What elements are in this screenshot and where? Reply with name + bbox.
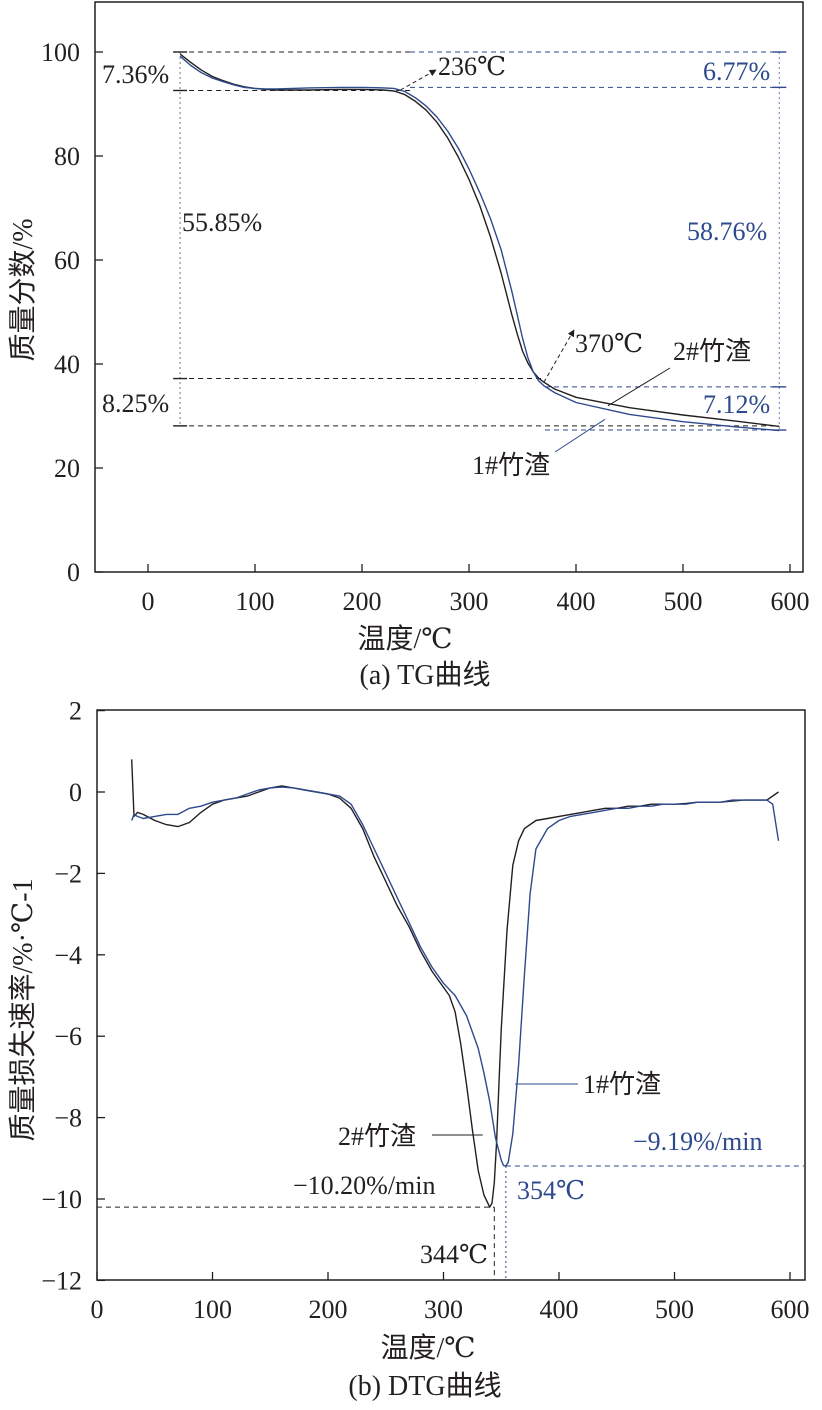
tg-guide-lines [173,51,788,453]
tg-y-tick-label: 0 [67,558,80,587]
dtg-x-tick-label: 400 [540,1295,579,1324]
dtg-y-tick-label: −10 [41,1185,82,1214]
tg-first-loss-blue: 6.77% [703,57,770,86]
tg-label-leader-blue [554,418,606,453]
tg-panel: 0 100 200 300 400 500 600 0 20 40 60 80 100 温度/℃ 质量分… [7,1,810,691]
tg-end-arrow [543,329,575,383]
tg-label-blue-series: 1#竹渣 [472,451,550,480]
dtg-peak-black-temp: 344℃ [420,1240,488,1269]
tg-residual-loss-blue: 7.12% [703,390,770,419]
dtg-plot-frame [96,709,806,1281]
dtg-peak-blue-rate: −9.19%/min [633,1127,763,1156]
tg-main-loss-blue: 58.76% [687,217,767,246]
dtg-y-tick-label: −12 [41,1266,82,1295]
dtg-peak-black-rate: −10.20%/min [293,1171,436,1200]
tg-y-tick-label: 60 [54,246,80,275]
tg-first-loss-black: 7.36% [102,60,169,89]
dtg-series [131,759,780,1208]
dtg-ticks: 0 100 200 300 400 500 600 2 0 −2 −4 −6 −8 −10 −12 [41,697,809,1324]
dtg-y-tick-label: 2 [69,697,82,726]
tg-y-tick-label: 20 [54,454,80,483]
dtg-guide-lines [97,1083,805,1280]
tg-onset-temp-label: 236℃ [438,52,506,81]
tg-y-tick-label: 100 [41,38,80,67]
dtg-y-tick-label: 0 [69,778,82,807]
tg-main-loss-black: 55.85% [182,208,262,237]
tg-y-axis-label: 质量分数/% [7,218,39,361]
tg-x-tick-label: 100 [236,587,275,616]
tg-x-tick-label: 300 [450,587,489,616]
tg-x-tick-label: 600 [771,587,810,616]
tg-x-tick-label: 200 [343,587,382,616]
dtg-y-tick-label: −8 [54,1104,82,1133]
dtg-series-line-blue [131,786,780,1167]
tg-x-tick-label: 400 [557,587,596,616]
dtg-x-tick-label: 300 [424,1295,463,1324]
dtg-y-tick-label: −4 [54,941,82,970]
tg-y-tick-label: 80 [54,142,80,171]
tg-ticks: 0 100 200 300 400 500 600 0 20 40 60 80 100 [41,38,810,616]
dtg-y-axis-label: 质量损失速率/%·℃-1 [7,878,39,1141]
tg-residual-loss-black: 8.25% [102,389,169,418]
tg-end-temp-label: 370℃ [575,329,643,358]
dtg-x-tick-label: 100 [193,1295,232,1324]
dtg-x-tick-label: 200 [309,1295,348,1324]
dtg-y-tick-label: −2 [54,859,82,888]
dtg-peak-blue-temp: 354℃ [517,1176,585,1205]
dtg-x-tick-label: 600 [771,1295,810,1324]
tg-series-line-blue [179,55,780,432]
dtg-label-blue-series: 1#竹渣 [583,1070,661,1099]
tg-x-axis-label: 温度/℃ [357,623,452,655]
dtg-label-black-series: 2#竹渣 [338,1122,416,1151]
tg-y-tick-label: 40 [54,350,80,379]
tg-series [179,53,780,432]
dtg-x-tick-label: 500 [655,1295,694,1324]
tg-label-leader-black [607,367,671,407]
dtg-caption: (b) DTG曲线 [348,1370,501,1402]
tg-x-tick-label: 500 [664,587,703,616]
tg-x-tick-label: 0 [142,587,155,616]
dtg-x-axis-label: 温度/℃ [380,1332,475,1364]
tg-caption: (a) TG曲线 [360,659,491,691]
dtg-y-tick-label: −6 [54,1022,82,1051]
tg-plot-frame [94,1,804,573]
tg-label-black-series: 2#竹渣 [673,337,751,366]
dtg-x-tick-label: 0 [91,1295,104,1324]
dtg-panel: 0 100 200 300 400 500 600 2 0 −2 −4 −6 −8 −10 −12 温度/℃… [7,697,810,1402]
